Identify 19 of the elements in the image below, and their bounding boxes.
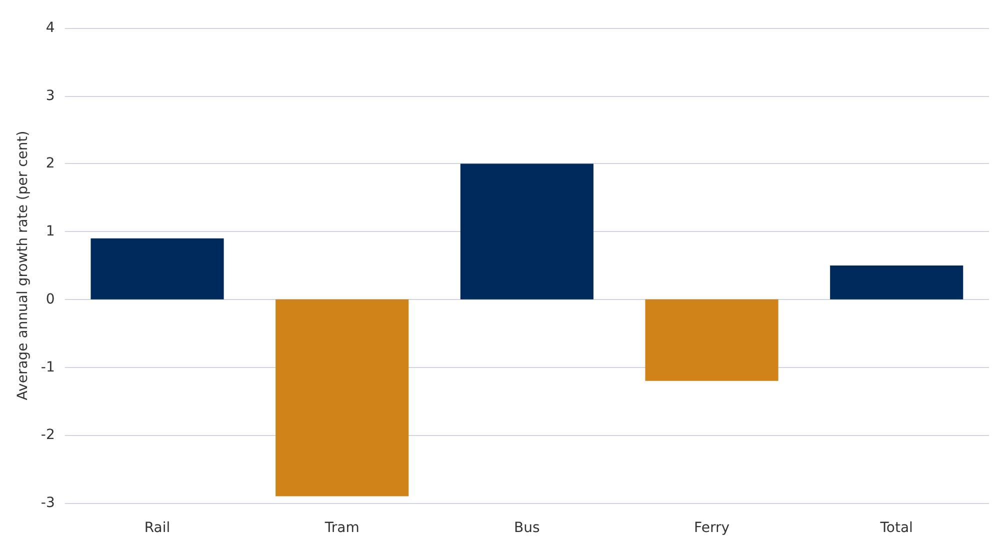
bar: [830, 266, 964, 300]
y-tick-label: 4: [46, 20, 55, 36]
bar: [645, 299, 778, 381]
x-tick-label: Tram: [324, 520, 360, 536]
bar: [276, 299, 409, 496]
y-tick-label: 3: [46, 88, 55, 104]
y-tick-label: 2: [46, 156, 55, 172]
x-tick-label: Ferry: [694, 520, 730, 536]
y-tick-label: -1: [40, 359, 55, 376]
y-tick-label: 0: [46, 291, 55, 308]
x-tick-label: Total: [879, 520, 913, 536]
x-tick-label: Rail: [144, 520, 170, 536]
bar: [90, 238, 224, 300]
y-tick-label: -3: [40, 495, 55, 511]
y-tick-label: -2: [40, 427, 55, 444]
x-tick-label: Bus: [514, 520, 540, 536]
y-tick-label: 1: [46, 224, 55, 240]
bar: [460, 164, 594, 300]
y-axis-title: Average annual growth rate (per cent): [15, 130, 31, 400]
